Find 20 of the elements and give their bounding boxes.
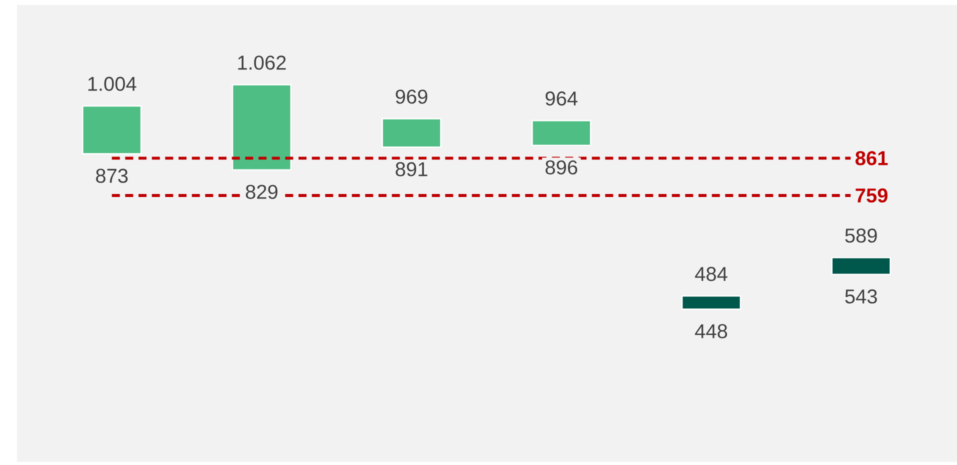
bar <box>382 118 442 148</box>
bar <box>232 84 292 171</box>
bar <box>681 295 742 310</box>
bar <box>532 120 592 146</box>
bar <box>831 256 891 276</box>
ref-line-label: 759 <box>856 188 888 203</box>
data-label: 1.062 <box>238 56 286 70</box>
bar <box>82 105 142 154</box>
annotation: 873 <box>96 168 128 183</box>
ref-line-label: 861 <box>856 151 888 166</box>
data-label: 964 <box>546 91 578 106</box>
annotation: 448 <box>695 324 728 338</box>
annotation: 891 <box>396 162 428 176</box>
data-label: 484 <box>695 266 728 282</box>
data-label: 1.004 <box>88 76 136 91</box>
data-label: 589 <box>845 228 877 243</box>
data-label: 969 <box>396 90 428 104</box>
annotation: 896 <box>546 160 578 174</box>
annotation: 543 <box>845 289 877 304</box>
annotation: 829 <box>246 184 278 199</box>
